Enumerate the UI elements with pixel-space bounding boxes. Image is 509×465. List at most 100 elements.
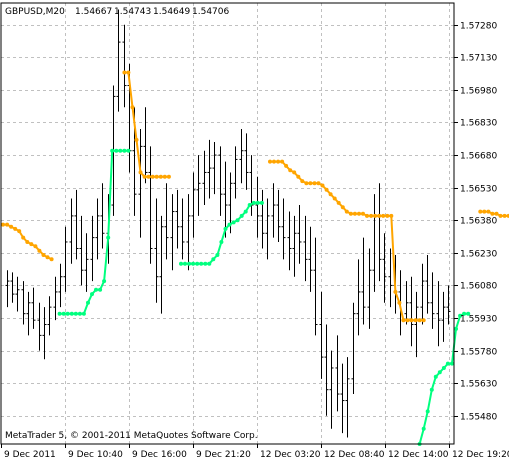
price-bar [84, 233, 89, 292]
price-bar [21, 281, 26, 325]
x-tick-label: 12 Dec 14:00 [388, 450, 449, 460]
x-tick-label: 12 Dec 08:40 [324, 450, 385, 460]
y-tick-label: 1.56980 [460, 87, 497, 97]
price-bar [430, 272, 435, 329]
ohlc-high: 1.54743 [114, 7, 151, 17]
price-bar [446, 285, 451, 325]
lower-band-series [57, 148, 471, 446]
copyright-footer: MetaTrader 5, © 2001-2011 MetaQuotes Sof… [5, 431, 258, 441]
price-bar [191, 172, 196, 238]
y-tick-label: 1.55480 [460, 413, 497, 423]
price-bar [382, 233, 387, 303]
y-tick-label: 1.55930 [460, 315, 497, 325]
price-bar [329, 350, 334, 429]
price-bar [175, 189, 180, 249]
x-axis-labels: 9 Dec 2011 9 Dec 10:40 9 Dec 16:00 9 Dec 21… [1, 444, 509, 460]
price-bar [260, 189, 265, 249]
price-bar [148, 146, 153, 264]
price-bar [58, 263, 63, 308]
x-tick-label: 9 Dec 2011 [4, 450, 56, 460]
price-bar [196, 155, 201, 216]
y-tick-label: 1.56380 [460, 217, 497, 227]
price-bar [281, 198, 286, 260]
y-tick-label: 1.56680 [460, 152, 497, 162]
price-bar [255, 176, 260, 238]
price-bar [303, 215, 308, 282]
x-tick-label: 9 Dec 16:00 [132, 450, 187, 460]
chart-header: GBPUSD,M20 1.54667 1.54743 1.54649 1.547… [5, 7, 229, 17]
price-bar [100, 183, 105, 249]
price-bar [37, 302, 42, 351]
y-tick-label: 1.57130 [460, 54, 497, 64]
price-bar [10, 272, 15, 303]
y-tick-label: 1.56080 [460, 282, 497, 292]
series-line [270, 160, 424, 322]
price-bar [202, 150, 207, 206]
price-bar [90, 215, 95, 282]
price-bar [159, 215, 164, 314]
y-tick-label: 1.56530 [460, 185, 497, 195]
price-bar [79, 215, 84, 286]
price-bar [409, 276, 414, 347]
price-bar [122, 24, 127, 108]
y-tick-label: 1.56830 [460, 119, 497, 129]
price-bar [297, 205, 302, 264]
price-bar [244, 133, 249, 190]
y-tick-label: 1.56230 [460, 250, 497, 260]
x-tick-label: 12 Dec 19:20 [452, 450, 509, 460]
price-bar [367, 248, 372, 329]
price-bar [207, 139, 212, 199]
ohlc-close: 1.54706 [192, 7, 229, 17]
series-line [3, 223, 53, 261]
price-bar [143, 107, 148, 184]
y-tick-label: 1.57280 [460, 22, 497, 32]
price-bar [308, 226, 313, 292]
price-bar [180, 198, 185, 260]
price-bar [324, 324, 329, 416]
y-tick-label: 1.55630 [460, 380, 497, 390]
price-bar [138, 129, 143, 238]
ohlc-open: 1.54667 [75, 7, 112, 17]
price-bar [47, 296, 52, 336]
price-bar [74, 189, 79, 260]
series-line [480, 210, 509, 218]
x-tick-label: 12 Dec 03:20 [260, 450, 321, 460]
price-bar [170, 194, 175, 271]
series-line [418, 312, 469, 445]
price-bar [425, 255, 430, 314]
price-bar [356, 259, 361, 336]
price-bar [420, 263, 425, 325]
price-bar [404, 281, 409, 325]
price-bar [340, 363, 345, 434]
symbol-label: GBPUSD,M20 [5, 7, 65, 17]
price-bar [218, 146, 223, 216]
series-line [59, 149, 129, 315]
price-bar [186, 194, 191, 271]
price-bar [388, 248, 393, 308]
price-bar [361, 237, 366, 325]
price-bar [63, 226, 68, 292]
price-bar [345, 357, 350, 438]
price-bar [212, 142, 217, 195]
price-bar [351, 302, 356, 395]
price-bar [26, 291, 31, 336]
price-bar [42, 307, 47, 360]
x-tick-label: 9 Dec 21:20 [196, 450, 251, 460]
price-bar [335, 335, 340, 412]
price-bar [441, 291, 446, 342]
price-bar [154, 198, 159, 303]
price-bar [164, 183, 169, 260]
price-bar [319, 291, 324, 379]
price-bar [233, 146, 238, 199]
price-bar [436, 281, 441, 347]
price-bar [95, 198, 100, 260]
price-bar [271, 183, 276, 238]
price-bar [31, 287, 36, 329]
price-bar [287, 211, 292, 271]
price-bar [239, 129, 244, 184]
price-bar [414, 291, 419, 358]
price-bar [53, 276, 58, 321]
price-bar [69, 198, 74, 264]
price-bar [313, 237, 318, 336]
price-bar [276, 189, 281, 242]
